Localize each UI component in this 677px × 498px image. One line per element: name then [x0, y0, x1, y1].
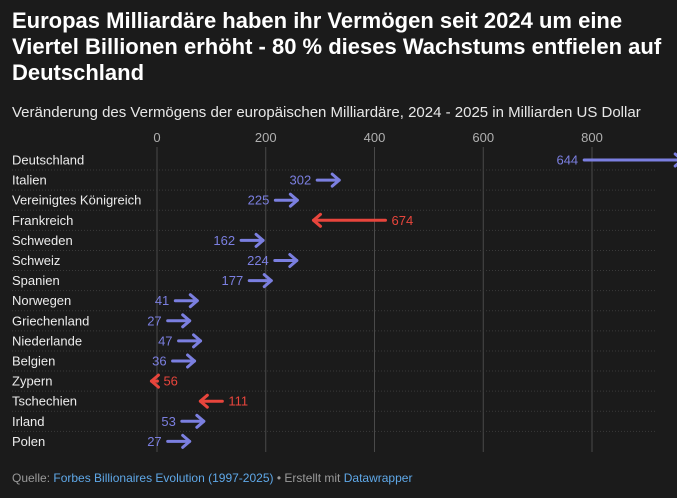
change-arrow-head: [288, 253, 299, 268]
change-arrow-head: [181, 433, 192, 449]
row-label: Zypern: [12, 374, 52, 389]
row-label: Belgien: [12, 354, 55, 369]
row-label: Polen: [12, 434, 45, 449]
value-label: 644: [556, 153, 578, 168]
source-footer: Quelle: Forbes Billionaires Evolution (1…: [12, 471, 412, 485]
row-label: Schweden: [12, 233, 73, 248]
value-label: 56: [163, 374, 177, 389]
row-label: Deutschland: [12, 153, 84, 168]
change-arrow-head: [330, 172, 341, 188]
value-label: 36: [152, 354, 166, 369]
row-label: Spanien: [12, 273, 60, 288]
chart-title: Europas Milliardäre haben ihr Vermögen s…: [12, 8, 662, 85]
x-tick-label: 400: [364, 130, 386, 145]
change-arrow-head: [288, 192, 299, 208]
change-arrow-head: [195, 413, 206, 429]
value-label: 225: [248, 193, 270, 208]
value-label: 674: [391, 213, 413, 228]
row-label: Frankreich: [12, 213, 73, 228]
row-label: Irland: [12, 414, 45, 429]
x-tick-label: 0: [153, 130, 160, 145]
x-tick-label: 600: [472, 130, 494, 145]
value-label: 27: [147, 313, 161, 328]
value-label: 47: [158, 333, 172, 348]
row-label: Tschechien: [12, 394, 77, 409]
change-arrow-head: [262, 273, 273, 289]
source-link[interactable]: Forbes Billionaires Evolution (1997-2025…: [53, 471, 274, 485]
x-tick-label: 800: [581, 130, 603, 145]
change-arrow-head: [186, 353, 197, 369]
value-label: 302: [290, 173, 312, 188]
value-label: 224: [247, 253, 269, 268]
change-arrow-head: [311, 212, 322, 228]
row-label: Italien: [12, 173, 47, 188]
x-tick-label: 200: [255, 130, 277, 145]
change-arrow-head: [181, 313, 192, 329]
value-label: 111: [228, 394, 248, 409]
value-label: 177: [222, 273, 244, 288]
footer-separator: • Erstellt mit: [276, 471, 341, 485]
row-label: Norwegen: [12, 293, 71, 308]
row-label: Griechenland: [12, 313, 89, 328]
value-label: 41: [155, 293, 169, 308]
datawrapper-link[interactable]: Datawrapper: [343, 471, 413, 485]
row-label: Vereinigtes Königreich: [12, 193, 141, 208]
value-label: 162: [213, 233, 235, 248]
change-arrow-head: [192, 333, 203, 349]
row-label: Schweiz: [12, 253, 60, 268]
row-label: Niederlande: [12, 333, 82, 348]
value-label: 27: [147, 434, 161, 449]
change-arrow-head: [198, 393, 209, 409]
change-arrow-head: [254, 232, 265, 248]
change-arrow-head: [188, 293, 199, 309]
value-label: 53: [161, 414, 175, 429]
chart-subtitle: Veränderung des Vermögens der europäisch…: [12, 104, 641, 121]
change-arrow-head: [149, 373, 160, 389]
source-prefix: Quelle:: [12, 471, 51, 485]
